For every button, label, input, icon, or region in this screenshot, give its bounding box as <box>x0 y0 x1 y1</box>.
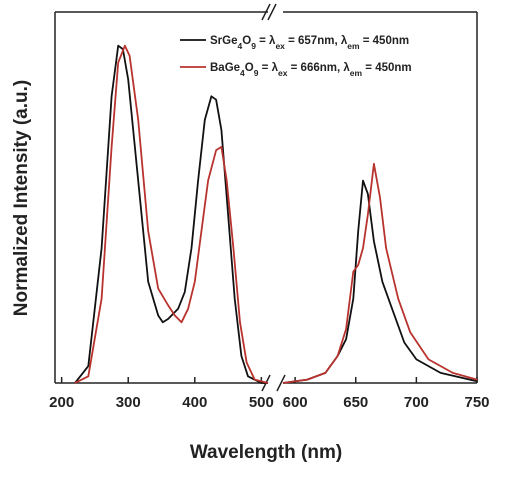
x-tick-label: 500 <box>249 394 274 411</box>
plot-frame <box>54 11 478 384</box>
x-tick-label: 200 <box>49 394 74 411</box>
x-tick-label: 600 <box>283 394 308 411</box>
x-axis-label: Wavelength (nm) <box>190 442 342 463</box>
x-tick-label: 650 <box>343 394 368 411</box>
legend-label: SrGe4O9 = λex = 657nm, λem = 450nm <box>210 35 409 51</box>
x-tick-label: 700 <box>404 394 429 411</box>
x-tick-label: 300 <box>116 394 141 411</box>
legend-label: BaGe4O9 = λex = 666nm, λem = 450nm <box>210 62 412 78</box>
series-line <box>74 44 478 384</box>
x-tick-label: 750 <box>464 394 489 411</box>
x-tick-label: 400 <box>182 394 207 411</box>
y-axis-label: Normalized Intensity (a.u.) <box>11 80 32 316</box>
